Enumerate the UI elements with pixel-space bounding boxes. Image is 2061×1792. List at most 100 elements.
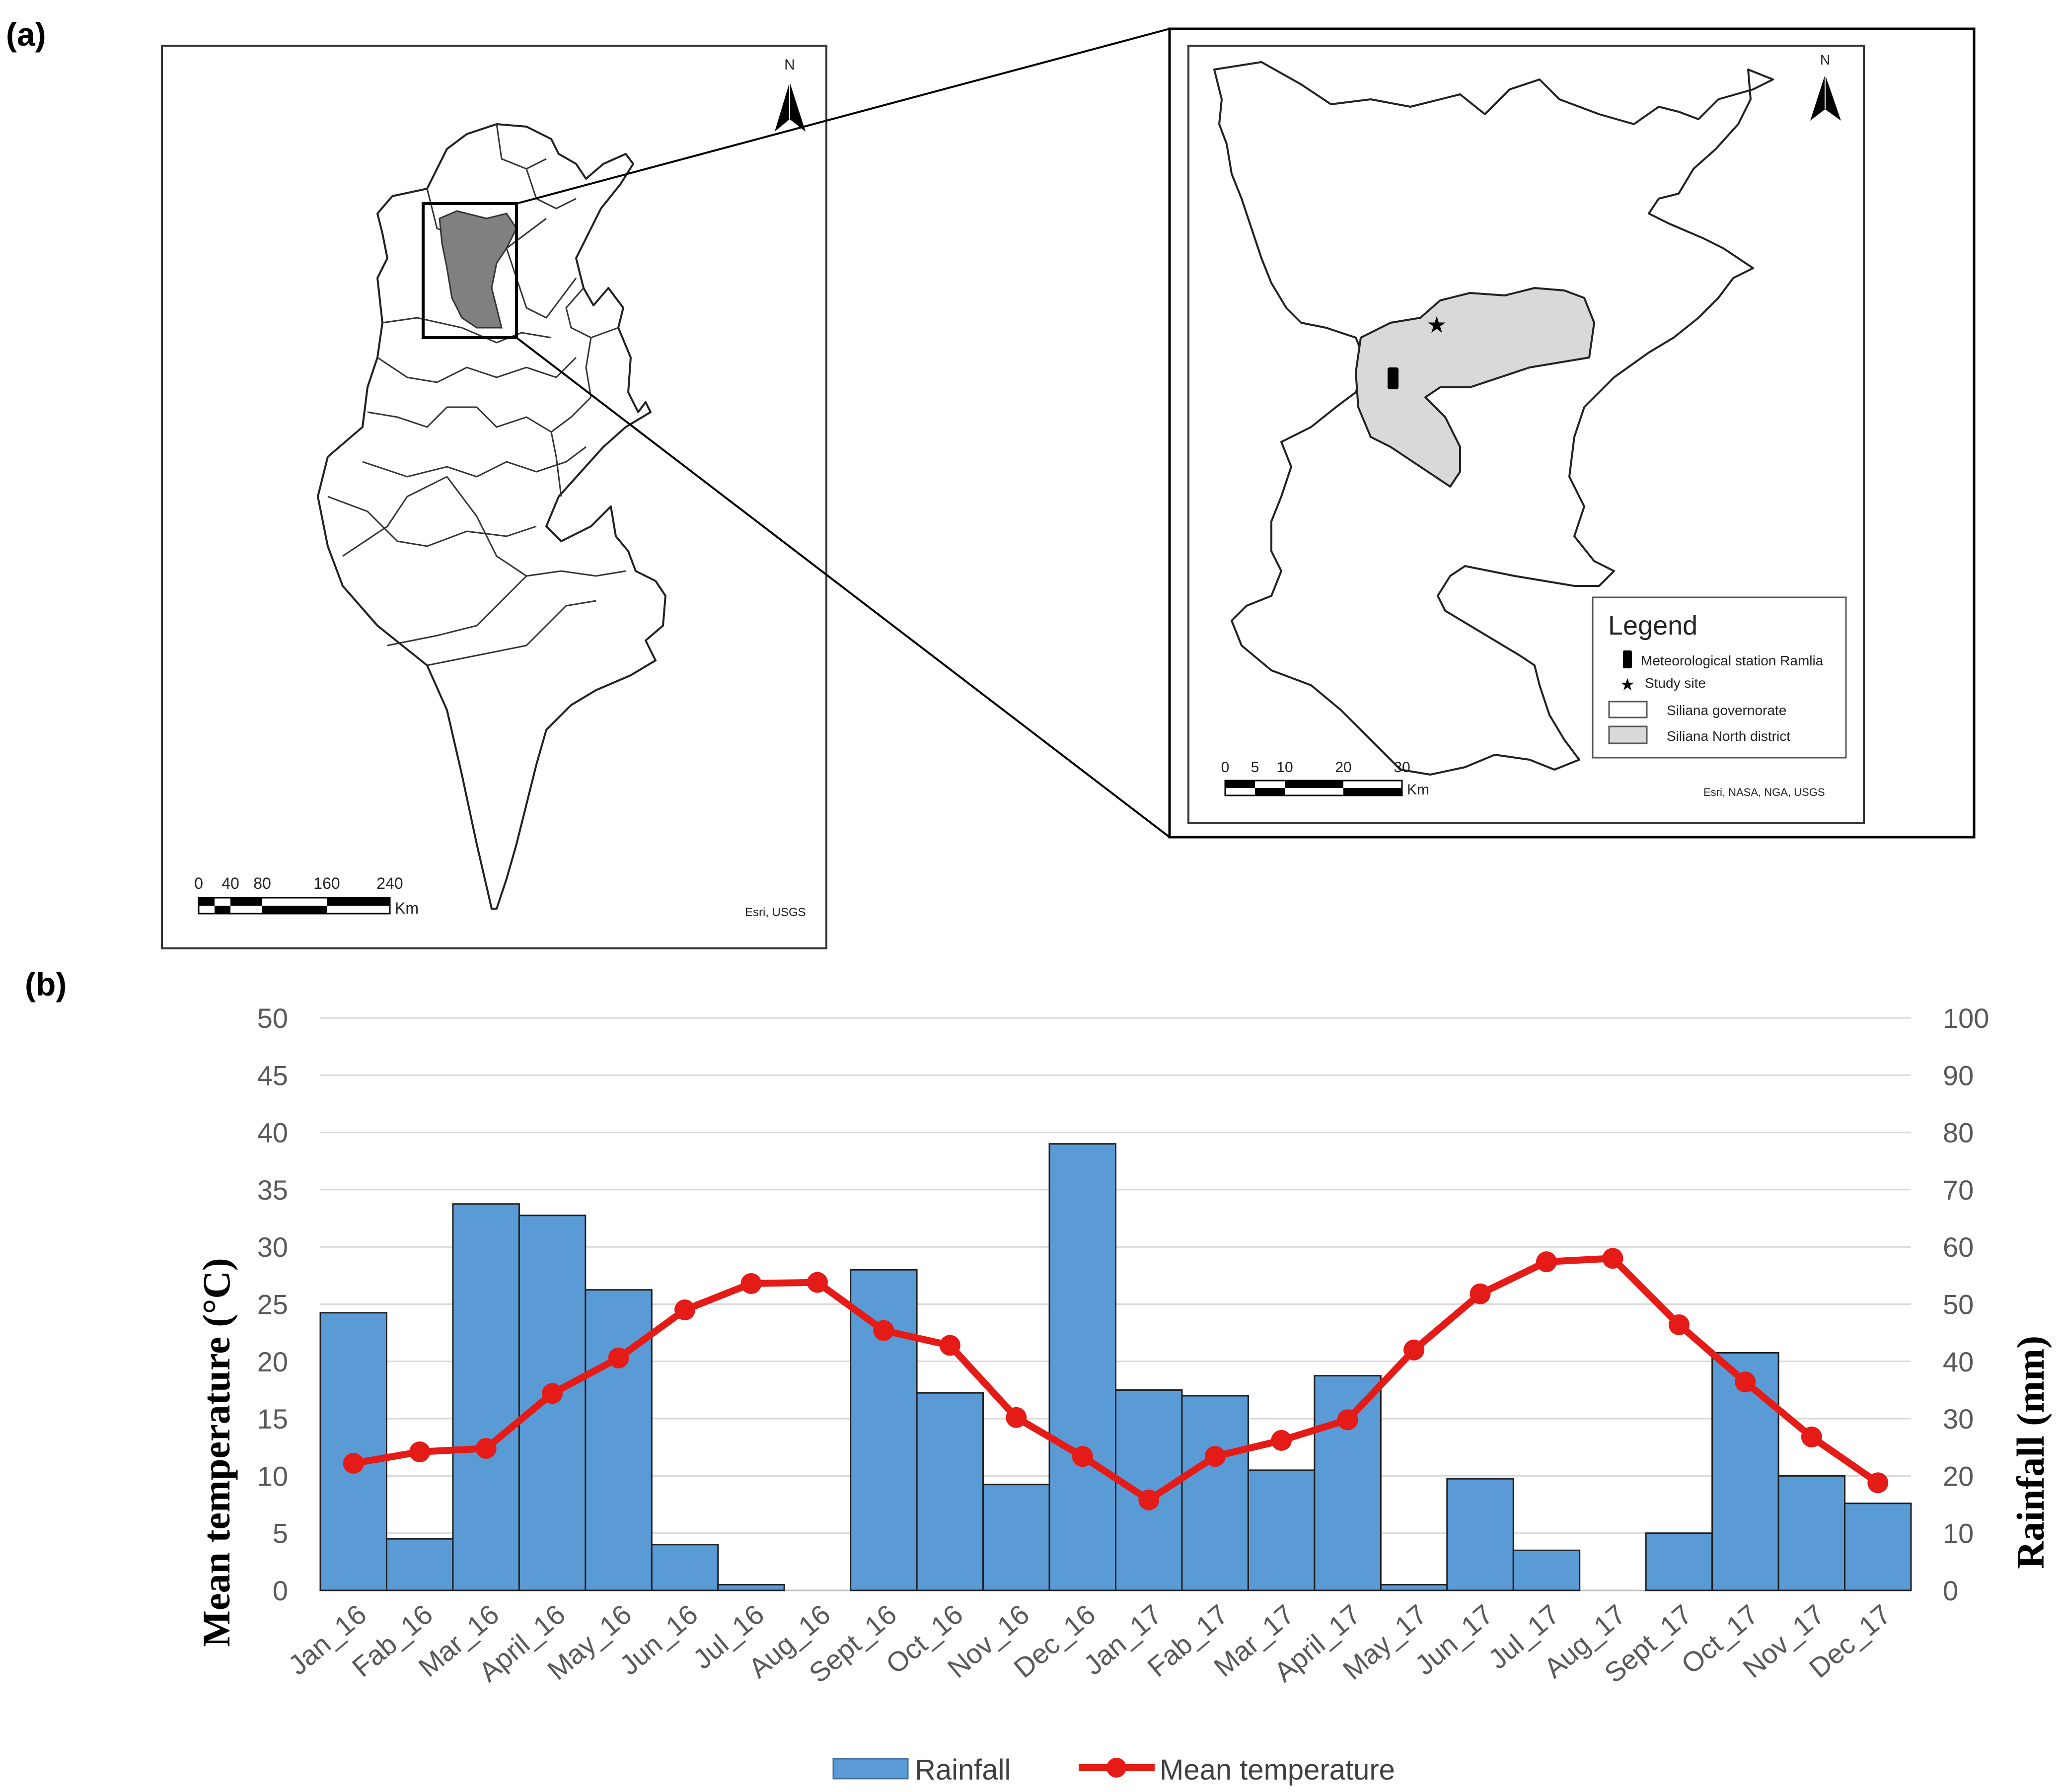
inset-north-arrow-icon [1810,74,1841,121]
inset-north-label: N [1820,52,1830,68]
temperature-point [1337,1409,1358,1431]
temperature-point [1735,1371,1756,1393]
rainfall-bar [385,1538,454,1591]
legend-item-label: Meteorological station Ramlia [1641,653,1824,668]
temperature-series-line [353,1255,1880,1504]
temperature-point [1602,1248,1623,1269]
north-arrow-icon [775,82,806,132]
inset-scale-tick: 30 [1394,759,1410,776]
rainfall-bar [1777,1475,1846,1591]
connector-line-bottom [515,337,1171,838]
inset-scale-tick: 20 [1335,759,1351,776]
rainfall-bar [651,1544,719,1591]
rainfall-bar [982,1484,1050,1591]
right-axis-tick: 30 [1943,1403,1974,1434]
rainfall-bars [319,1143,1912,1591]
left-axis-tick: 15 [257,1403,288,1434]
rainfall-bar [717,1583,785,1591]
right-axis-tick: 90 [1943,1060,1974,1091]
temperature-point [1470,1283,1491,1304]
tunisia-map-credit: Esri, USGS [745,906,806,919]
chart-legend: Rainfall Mean temperature [832,1754,1395,1786]
tunisia-scale-tick: 80 [253,874,271,892]
right-axis-tick: 10 [1943,1518,1974,1549]
left-axis-tick: 10 [257,1460,288,1492]
temperature-point [1536,1251,1557,1273]
legend-white-box-icon [1608,701,1648,718]
rainfall-bar [1314,1375,1382,1591]
temperature-point [1006,1407,1027,1428]
left-axis-tick: 35 [257,1174,288,1206]
inset-scale-tick: 0 [1221,759,1230,776]
temperature-point [409,1441,431,1462]
rainfall-bar [1048,1143,1117,1591]
legend-item-label: Siliana North district [1667,728,1790,744]
temperature-point [873,1320,894,1341]
inset-scale-unit: Km [1407,782,1429,798]
legend-temperature-marker [1106,1758,1126,1778]
legend-star-icon: ★ [1620,675,1635,695]
tunisia-scale-tick: 40 [221,874,239,892]
panel-a-label: (a) [6,16,46,53]
legend-item-label: Study site [1645,675,1706,691]
right-axis-tick: 20 [1943,1460,1974,1492]
tunisia-scale-unit: Km [395,899,419,917]
right-axis-tick: 0 [1943,1575,1958,1606]
temperature-point [1801,1426,1822,1447]
temperature-point [674,1299,696,1321]
left-axis-tick: 25 [257,1289,288,1320]
right-axis-tick: 60 [1943,1231,1974,1263]
rainfall-bar [1181,1395,1249,1591]
siliana-highlight [439,210,517,329]
temperature-point [343,1453,364,1474]
legend-grey-box-icon [1608,725,1648,744]
temperature-line [343,1248,1889,1510]
left-axis-title: Mean temperature (°C) [195,1258,238,1647]
left-axis-tick: 30 [257,1231,288,1263]
temperature-point [1138,1489,1160,1510]
left-axis-tick: 40 [257,1117,288,1148]
inset-map: ★ N Legend Meteorological station Ramlia… [1168,27,1976,839]
connector-line-top [516,28,1170,205]
siliana-north-district [1355,287,1595,488]
right-axis-tick: 50 [1943,1289,1974,1320]
rainfall-bar [1512,1549,1581,1591]
x-axis-tick-labels: Jan_16Fab_16Mar_16April_16May_16Jun_16Ju… [282,1598,1897,1689]
map-legend: Legend Meteorological station Ramlia ★ S… [1592,596,1847,759]
temperature-point [1271,1430,1292,1451]
climate-chart: 0 5 10 15 20 25 30 35 40 45 50 0 10 20 30 40 50 60 70 80 90… [195,1003,2052,1786]
governorate-borders [327,124,626,666]
temperature-point [1668,1314,1690,1336]
right-axis-tick: 70 [1943,1174,1974,1206]
temperature-point [1403,1339,1425,1361]
left-axis-tick: 45 [257,1060,288,1091]
temperature-point [475,1438,497,1459]
legend-item-label: Siliana governorate [1667,703,1786,718]
tunisia-scale-bar [198,897,391,915]
inset-scale-bar [1224,780,1403,796]
north-label: N [784,57,795,73]
rainfall-bar [452,1203,520,1591]
temperature-point [1867,1472,1889,1494]
temperature-point [807,1272,828,1293]
tunisia-scale-tick: 0 [194,874,203,892]
rainfall-bar [1844,1503,1912,1591]
rainfall-bar [1645,1532,1713,1591]
inset-scale-tick: 10 [1276,759,1293,776]
legend-temperature-label: Mean temperature [1160,1754,1395,1786]
map-legend-title: Legend [1608,611,1697,641]
left-axis-tick: 50 [257,1003,288,1034]
temperature-point [1204,1446,1226,1467]
tunisia-map: N 0 40 80 160 240 Km Esri, USGS [161,45,827,949]
temperature-point [542,1383,563,1404]
temperature-point [740,1273,762,1294]
legend-rainfall-label: Rainfall [915,1754,1011,1786]
inset-map-credit: Esri, NASA, NGA, USGS [1703,786,1825,798]
inset-box [422,202,518,339]
rainfall-bar [916,1392,984,1591]
left-axis-tick: 5 [273,1518,288,1549]
tunisia-scale-tick: 240 [376,874,403,892]
temperature-point [1072,1446,1093,1467]
temperature-point [608,1347,629,1368]
